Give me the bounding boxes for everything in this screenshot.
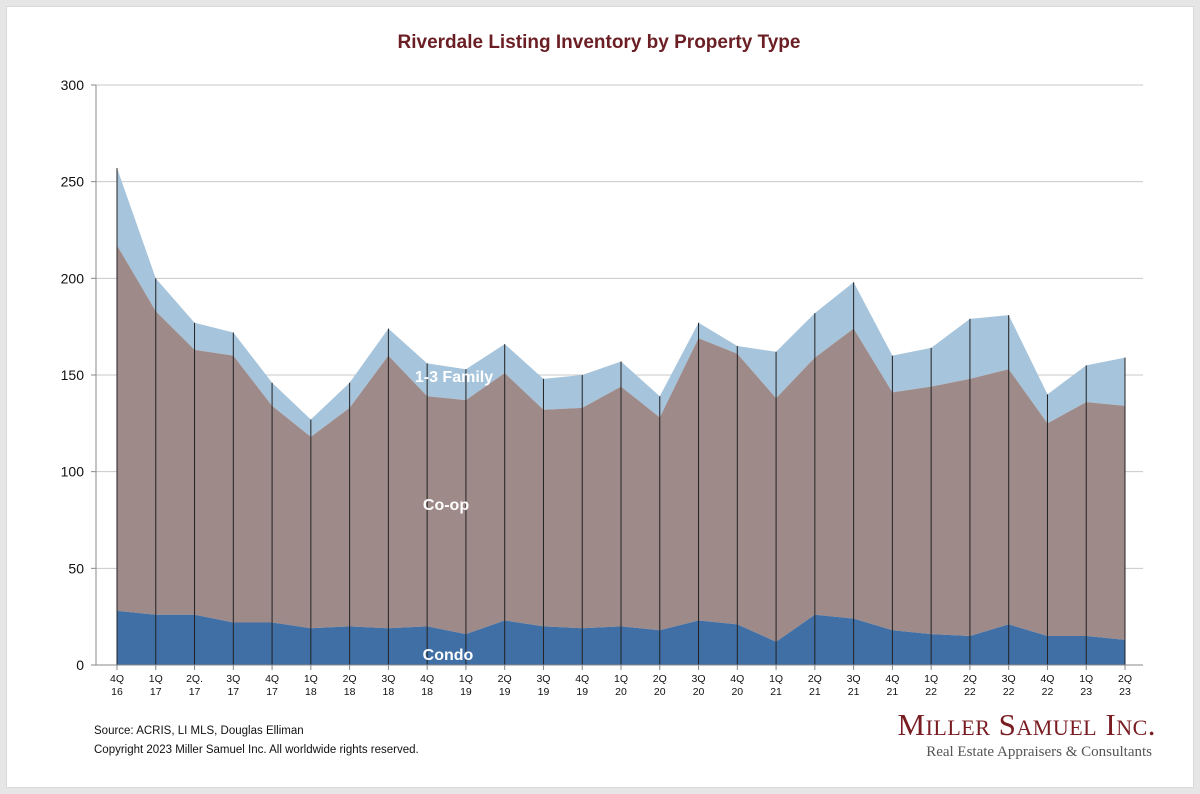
copyright-note: Copyright 2023 Miller Samuel Inc. All wo… (94, 744, 419, 756)
x-tick-label: 2Q 23 (1118, 673, 1132, 698)
x-tick-label: 2Q 20 (653, 673, 667, 698)
x-tick-label: 1Q 22 (924, 673, 938, 698)
y-tick-label: 150 (61, 367, 85, 383)
x-tick-label: 4Q 16 (110, 673, 124, 698)
x-tick-label: 3Q 19 (536, 673, 550, 698)
axes: 0 50 100 150 200 250 300 4Q 16 1Q 17 2Q. 17 3Q 17 4Q 17 1… (61, 77, 1143, 698)
x-tick-label: 4Q 17 (265, 673, 279, 698)
x-tick-label: 1Q 18 (304, 673, 318, 698)
x-tick-label: 3Q 22 (1002, 673, 1016, 698)
y-tick-label: 300 (61, 77, 85, 93)
x-tick-label: 1Q 21 (769, 673, 783, 698)
condo-series-label: Condo (423, 647, 474, 664)
x-tick-label: 4Q 20 (730, 673, 744, 698)
y-tick-label: 50 (68, 560, 84, 576)
x-tick-label: 2Q. 17 (186, 673, 203, 698)
company-logo-name: Miller Samuel Inc. (897, 707, 1156, 742)
coop-series-label: Co-op (423, 497, 469, 514)
x-tick-label: 3Q 17 (226, 673, 240, 698)
x-tick-label: 2Q 18 (343, 673, 357, 698)
y-tick-label: 0 (76, 657, 84, 673)
company-logo-tagline: Real Estate Appraisers & Consultants (926, 744, 1152, 760)
x-tick-label: 1Q 23 (1079, 673, 1093, 698)
x-tick-label: 3Q 21 (847, 673, 861, 698)
x-tick-label: 2Q 22 (963, 673, 977, 698)
x-tick-label: 1Q 19 (459, 673, 473, 698)
chart-title: Riverdale Listing Inventory by Property … (397, 32, 801, 53)
x-tick-label: 4Q 19 (575, 673, 589, 698)
x-tick-label: 2Q 19 (498, 673, 512, 698)
y-tick-label: 250 (61, 174, 85, 190)
x-tick-label: 4Q 22 (1040, 673, 1054, 698)
source-note: Source: ACRIS, LI MLS, Douglas Elliman (94, 725, 304, 737)
x-tick-label: 3Q 18 (381, 673, 395, 698)
y-tick-label: 100 (61, 464, 85, 480)
x-tick-label: 1Q 17 (149, 673, 163, 698)
family-area (117, 168, 1125, 437)
x-tick-label: 1Q 20 (614, 673, 628, 698)
x-tick-label: 4Q 18 (420, 673, 434, 698)
x-tick-label: 3Q 20 (692, 673, 706, 698)
series-labels: Condo Co-op 1-3 Family (415, 369, 493, 664)
family-series-label: 1-3 Family (415, 369, 493, 386)
period-dividers (116, 168, 1126, 665)
x-tick-label: 2Q 21 (808, 673, 822, 698)
y-tick-label: 200 (61, 270, 85, 286)
x-tick-label: 4Q 21 (885, 673, 899, 698)
